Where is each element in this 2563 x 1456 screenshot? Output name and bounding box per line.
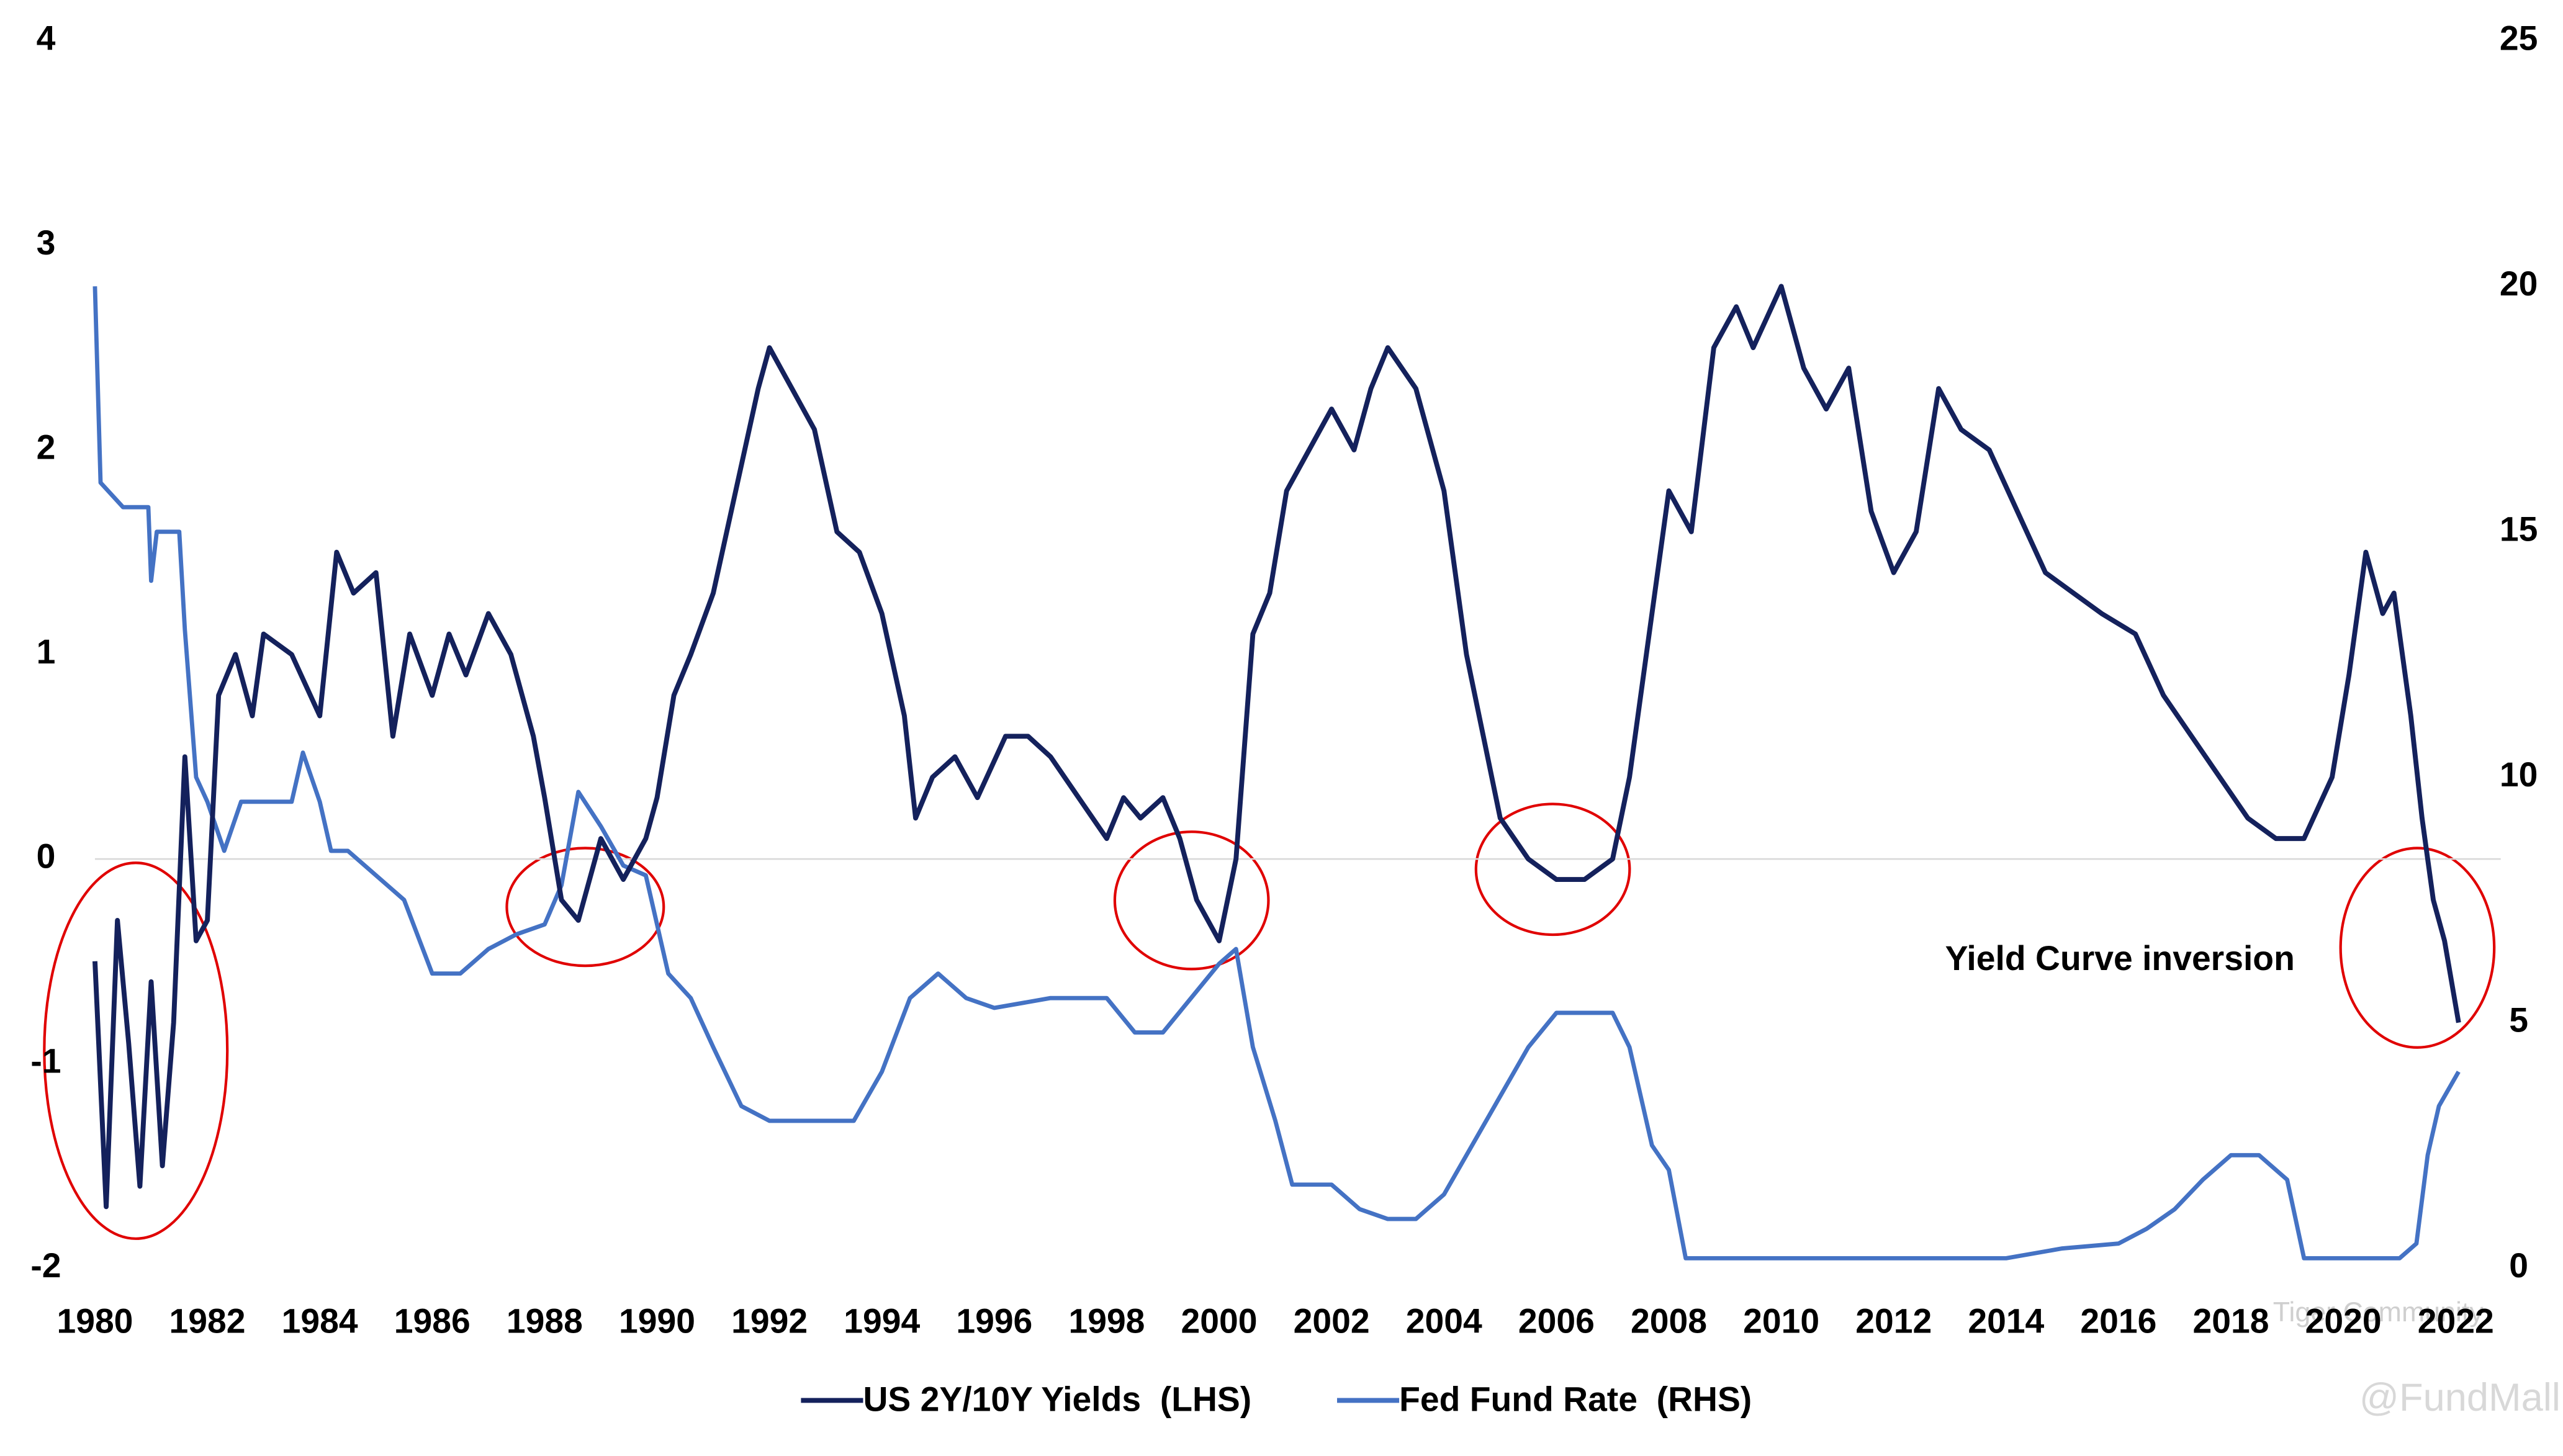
x-tick-label: 1994 <box>844 1301 920 1340</box>
annotation: Yield Curve inversion <box>1945 939 2295 977</box>
highlight-circle <box>505 847 665 968</box>
y2-tick-label: 20 <box>2500 264 2538 303</box>
x-tick-label: 2002 <box>1294 1301 1370 1340</box>
y-tick-label: -2 <box>30 1246 61 1285</box>
x-tick-label: 2012 <box>1855 1301 1932 1340</box>
y-tick-label: 1 <box>37 632 56 671</box>
highlight-circle <box>43 861 229 1240</box>
x-tick-label: 1996 <box>956 1301 1032 1340</box>
x-tick-label: 2014 <box>1968 1301 2044 1340</box>
x-tick-label: 1986 <box>394 1301 471 1340</box>
watermark: Tiger Community <box>2273 1296 2484 1328</box>
legend-label: Fed Fund Rate (RHS) <box>1399 1380 1752 1419</box>
y-tick-label: 3 <box>37 223 56 262</box>
y2-tick-label: 5 <box>2509 1000 2528 1039</box>
legend-label: US 2Y/10Y Yields (LHS) <box>863 1380 1251 1419</box>
x-tick-label: 1984 <box>282 1301 358 1340</box>
x-tick-label: 1988 <box>507 1301 583 1340</box>
series-line <box>92 286 2461 1261</box>
y-tick-label: 4 <box>37 19 56 57</box>
x-tick-label: 2018 <box>2193 1301 2269 1340</box>
x-tick-label: 1980 <box>56 1301 133 1340</box>
y-tick-label: 0 <box>37 837 56 876</box>
x-tick-label: 2016 <box>2080 1301 2156 1340</box>
y2-tick-label: 15 <box>2500 510 2538 548</box>
y-tick-label: -1 <box>30 1041 61 1080</box>
x-tick-label: 1998 <box>1068 1301 1145 1340</box>
inversion-circles <box>43 802 2496 1240</box>
series-line <box>92 284 2461 1210</box>
x-tick-label: 1992 <box>731 1301 808 1340</box>
x-tick-label: 2000 <box>1181 1301 1258 1340</box>
x-tick-label: 2008 <box>1631 1301 1707 1340</box>
x-tick-label: 1982 <box>169 1301 246 1340</box>
x-tick-label: 2022 <box>2418 1301 2494 1340</box>
x-tick-label: 2010 <box>1743 1301 1819 1340</box>
y2-tick-label: 10 <box>2500 755 2538 794</box>
watermark: @FundMall <box>2359 1376 2561 1419</box>
x-tick-label: 2020 <box>2305 1301 2382 1340</box>
x-tick-label: 2006 <box>1518 1301 1595 1340</box>
y-tick-label: 2 <box>37 428 56 467</box>
highlight-circle <box>1113 830 1270 971</box>
y2-tick-label: 0 <box>2509 1246 2528 1285</box>
highlight-circle <box>2339 847 2496 1049</box>
y2-tick-label: 25 <box>2500 19 2538 57</box>
x-tick-label: 1990 <box>619 1301 695 1340</box>
highlight-circle <box>1474 802 1631 937</box>
x-tick-label: 2004 <box>1406 1301 1482 1340</box>
